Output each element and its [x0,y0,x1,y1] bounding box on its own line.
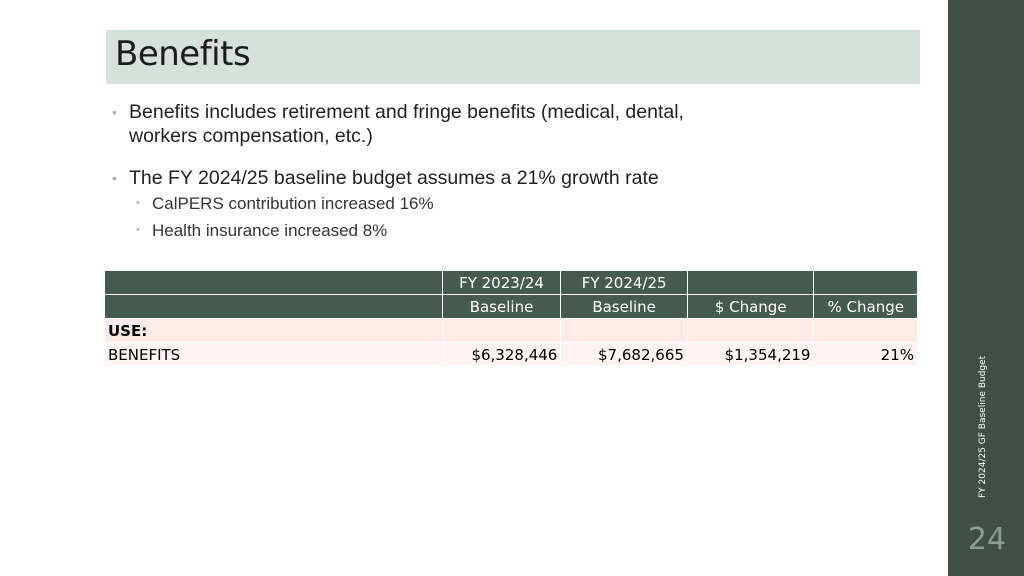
bullet-icon: • [112,104,117,120]
page-number: 24 [967,522,1007,557]
table-cell [686,318,815,343]
bullet-icon: • [112,170,117,186]
side-caption: FY 2024/25 GF Baseline Budget [978,355,988,498]
sub-bullet-text: Health insurance increased 8% [152,221,388,240]
row-label: BENEFITS [104,342,443,367]
sub-bullet-item: • Health insurance increased 8% [136,217,812,244]
bullet-item: • Benefits includes retirement and fring… [112,100,812,148]
fy2324-value: $6,328,446 [441,342,562,367]
fy2425-value: $7,682,665 [560,342,688,367]
table-cell [441,318,562,343]
table-cell [560,318,688,343]
slide-title: Benefits [115,34,251,74]
section-label: USE: [104,318,443,343]
table-header-cell: $ Change [686,294,815,319]
dollar-change-value: $1,354,219 [686,342,815,367]
table-header-row: FY 2023/24 FY 2024/25 [104,270,918,295]
sub-bullet-item: • CalPERS contribution increased 16% [136,190,812,217]
title-bar: Benefits [106,30,920,84]
bullet-text: The FY 2024/25 baseline budget assumes a… [129,167,659,189]
bullet-list: • Benefits includes retirement and fring… [112,100,812,244]
bullet-item: • The FY 2024/25 baseline budget assumes… [112,166,812,190]
table-header-cell [104,294,443,319]
sub-bullet-icon: • [136,197,140,209]
bullet-text: Benefits includes retirement and fringe … [129,101,684,123]
table-header-cell: FY 2024/25 [560,270,688,295]
table-header-cell [813,270,918,295]
table-header-row: Baseline Baseline $ Change % Change [104,294,918,319]
table-header-cell: Baseline [441,294,562,319]
budget-table: FY 2023/24 FY 2024/25 Baseline Baseline … [104,270,918,367]
table-section-row: USE: [104,318,918,343]
sub-bullet-text: CalPERS contribution increased 16% [152,194,434,213]
sub-bullet-icon: • [136,224,140,236]
table-header-cell: % Change [813,294,918,319]
table-row: BENEFITS $6,328,446 $7,682,665 $1,354,21… [104,342,918,367]
table-header-cell [104,270,443,295]
bullet-text-continued: workers compensation, etc.) [129,125,373,147]
table-header-cell: Baseline [560,294,688,319]
table-header-cell: FY 2023/24 [441,270,562,295]
table-header-cell [686,270,815,295]
percent-change-value: 21% [813,342,918,367]
side-panel [948,0,1024,576]
table-cell [813,318,918,343]
